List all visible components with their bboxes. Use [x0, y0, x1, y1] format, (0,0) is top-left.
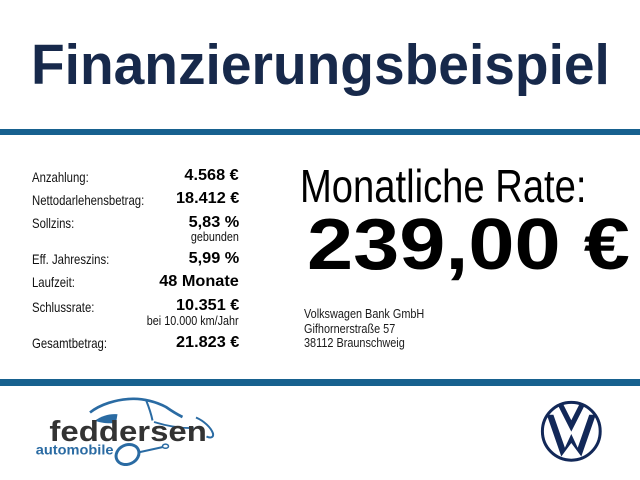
svg-text:feddersen: feddersen [49, 416, 207, 448]
svg-text:automobile: automobile [36, 442, 114, 457]
